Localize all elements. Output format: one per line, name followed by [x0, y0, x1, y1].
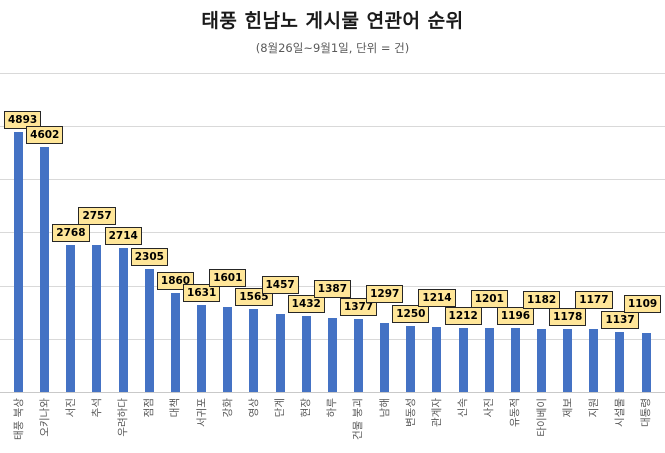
category-label: 대책: [169, 398, 182, 418]
value-callout: 1387: [313, 280, 352, 299]
bar: [380, 322, 390, 392]
category-label: 대통령: [640, 398, 653, 427]
category-label: 변동성: [404, 398, 417, 427]
value-callout: 1177: [575, 291, 613, 310]
category-label: 관계자: [430, 398, 443, 427]
bar: [92, 245, 102, 392]
bar: [589, 329, 599, 392]
bar: [432, 327, 442, 392]
bar: [327, 318, 337, 392]
bar: [275, 314, 285, 392]
value-callout: 1196: [496, 307, 535, 326]
category-label: 오키나와: [38, 398, 51, 437]
bar: [615, 331, 625, 392]
value-callout: 1182: [523, 291, 561, 310]
category-label: 제보: [561, 398, 574, 418]
category-label: 지원: [587, 398, 600, 418]
category-label: 남해: [378, 398, 391, 418]
category-label: 서진: [64, 398, 77, 418]
bar: [301, 315, 311, 392]
bar: [458, 327, 468, 392]
category-label: 서귀포: [195, 398, 208, 427]
category-label: 영상: [247, 398, 260, 418]
chart-title: 태풍 힌남노 게시물 연관어 순위: [201, 10, 464, 32]
gridline: [0, 126, 665, 127]
value-callout: 1212: [444, 306, 482, 325]
bar: [144, 269, 154, 392]
category-label: 타이베이: [535, 398, 548, 437]
bar: [641, 333, 651, 392]
value-callout: 1201: [470, 290, 508, 309]
value-callout: 2757: [78, 207, 116, 226]
category-label: 단계: [274, 398, 286, 418]
value-callout: 1432: [287, 294, 325, 313]
category-label: 신속: [457, 398, 470, 418]
value-callout: 1297: [366, 284, 404, 303]
bar: [170, 293, 180, 392]
value-callout: 1137: [601, 310, 639, 329]
bar: [223, 306, 233, 392]
category-label: 사진: [483, 398, 496, 418]
category-label: 태풍 북상: [12, 398, 25, 440]
category-label: 현장: [300, 398, 313, 418]
category-label: 강화: [221, 398, 234, 418]
category-label: 추석: [90, 398, 103, 418]
category-label: 시설물: [613, 398, 626, 427]
gridline: [0, 232, 665, 234]
bar: [197, 305, 207, 392]
bar: [118, 247, 128, 392]
gridline: [0, 72, 665, 74]
bar: [249, 308, 259, 392]
category-label: 점점: [143, 398, 156, 418]
category-label: 우려하다: [117, 398, 130, 437]
value-callout: 1109: [624, 295, 662, 313]
value-callout: 1601: [209, 268, 247, 287]
value-callout: 2714: [104, 226, 142, 245]
category-label: 유동적: [509, 398, 522, 427]
category-label: 건물 붕괴: [352, 398, 365, 440]
value-callout: 1178: [549, 308, 587, 327]
value-callout: 2768: [52, 223, 90, 242]
bar: [563, 329, 573, 392]
bar: [353, 318, 363, 392]
bar: [537, 329, 546, 392]
x-axis-line: [0, 392, 665, 393]
value-callout: 1250: [392, 304, 430, 323]
value-callout: 1457: [261, 276, 299, 295]
bar: [40, 147, 50, 392]
value-callout: 4893: [4, 110, 42, 129]
value-callout: 2305: [130, 248, 168, 267]
chart-subtitle: (8월26일~9월1일, 단위 = 건): [255, 41, 410, 55]
value-callout: 1631: [183, 284, 221, 303]
bar: [14, 131, 23, 392]
bar: [510, 328, 520, 392]
gridline: [0, 179, 665, 181]
category-label: 하루: [326, 398, 339, 418]
value-callout: 1214: [418, 289, 456, 308]
bar: [66, 244, 76, 392]
bar: [406, 325, 416, 392]
bar: [484, 328, 494, 392]
value-callout: 4602: [26, 126, 64, 145]
